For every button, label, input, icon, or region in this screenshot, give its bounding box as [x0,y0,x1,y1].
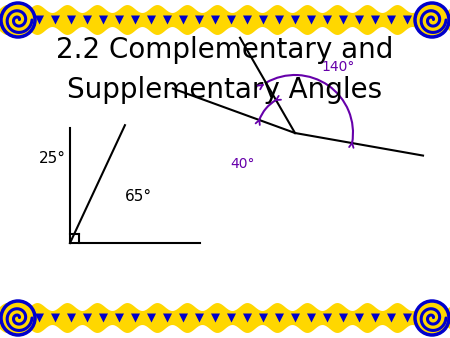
Polygon shape [387,314,396,322]
Polygon shape [67,16,76,24]
Polygon shape [291,16,300,24]
Polygon shape [323,314,332,322]
Polygon shape [259,16,268,24]
Text: 25°: 25° [39,151,66,166]
Polygon shape [259,314,268,322]
Polygon shape [83,314,92,322]
Polygon shape [163,16,172,24]
Polygon shape [0,303,450,333]
Polygon shape [51,16,60,24]
Polygon shape [227,16,236,24]
Polygon shape [371,314,380,322]
Polygon shape [179,314,188,322]
Polygon shape [131,16,140,24]
Polygon shape [211,314,220,322]
Polygon shape [51,314,60,322]
Text: 65°: 65° [125,189,152,204]
Polygon shape [195,16,204,24]
Circle shape [415,301,449,335]
Polygon shape [339,16,348,24]
Polygon shape [403,314,412,322]
Polygon shape [227,314,236,322]
Polygon shape [355,314,364,322]
Polygon shape [211,16,220,24]
Polygon shape [371,16,380,24]
Circle shape [1,3,35,37]
Polygon shape [35,314,44,322]
Polygon shape [403,16,412,24]
Polygon shape [35,16,44,24]
Polygon shape [243,16,252,24]
Polygon shape [147,16,156,24]
Polygon shape [275,16,284,24]
Circle shape [415,3,449,37]
Polygon shape [67,314,76,322]
Polygon shape [115,16,124,24]
Text: 2.2 Complementary and
Supplementary Angles: 2.2 Complementary and Supplementary Angl… [56,37,394,103]
Circle shape [1,301,35,335]
Polygon shape [387,16,396,24]
Polygon shape [147,314,156,322]
Text: 140°: 140° [322,60,356,74]
Text: 40°: 40° [231,157,255,171]
Polygon shape [195,314,204,322]
Polygon shape [243,314,252,322]
Polygon shape [339,314,348,322]
Polygon shape [99,314,108,322]
Polygon shape [291,314,300,322]
Polygon shape [355,16,364,24]
Polygon shape [163,314,172,322]
Polygon shape [99,16,108,24]
Polygon shape [323,16,332,24]
Polygon shape [83,16,92,24]
Polygon shape [307,314,316,322]
Polygon shape [115,314,124,322]
Polygon shape [275,314,284,322]
Polygon shape [307,16,316,24]
Polygon shape [0,5,450,35]
Polygon shape [131,314,140,322]
Polygon shape [179,16,188,24]
